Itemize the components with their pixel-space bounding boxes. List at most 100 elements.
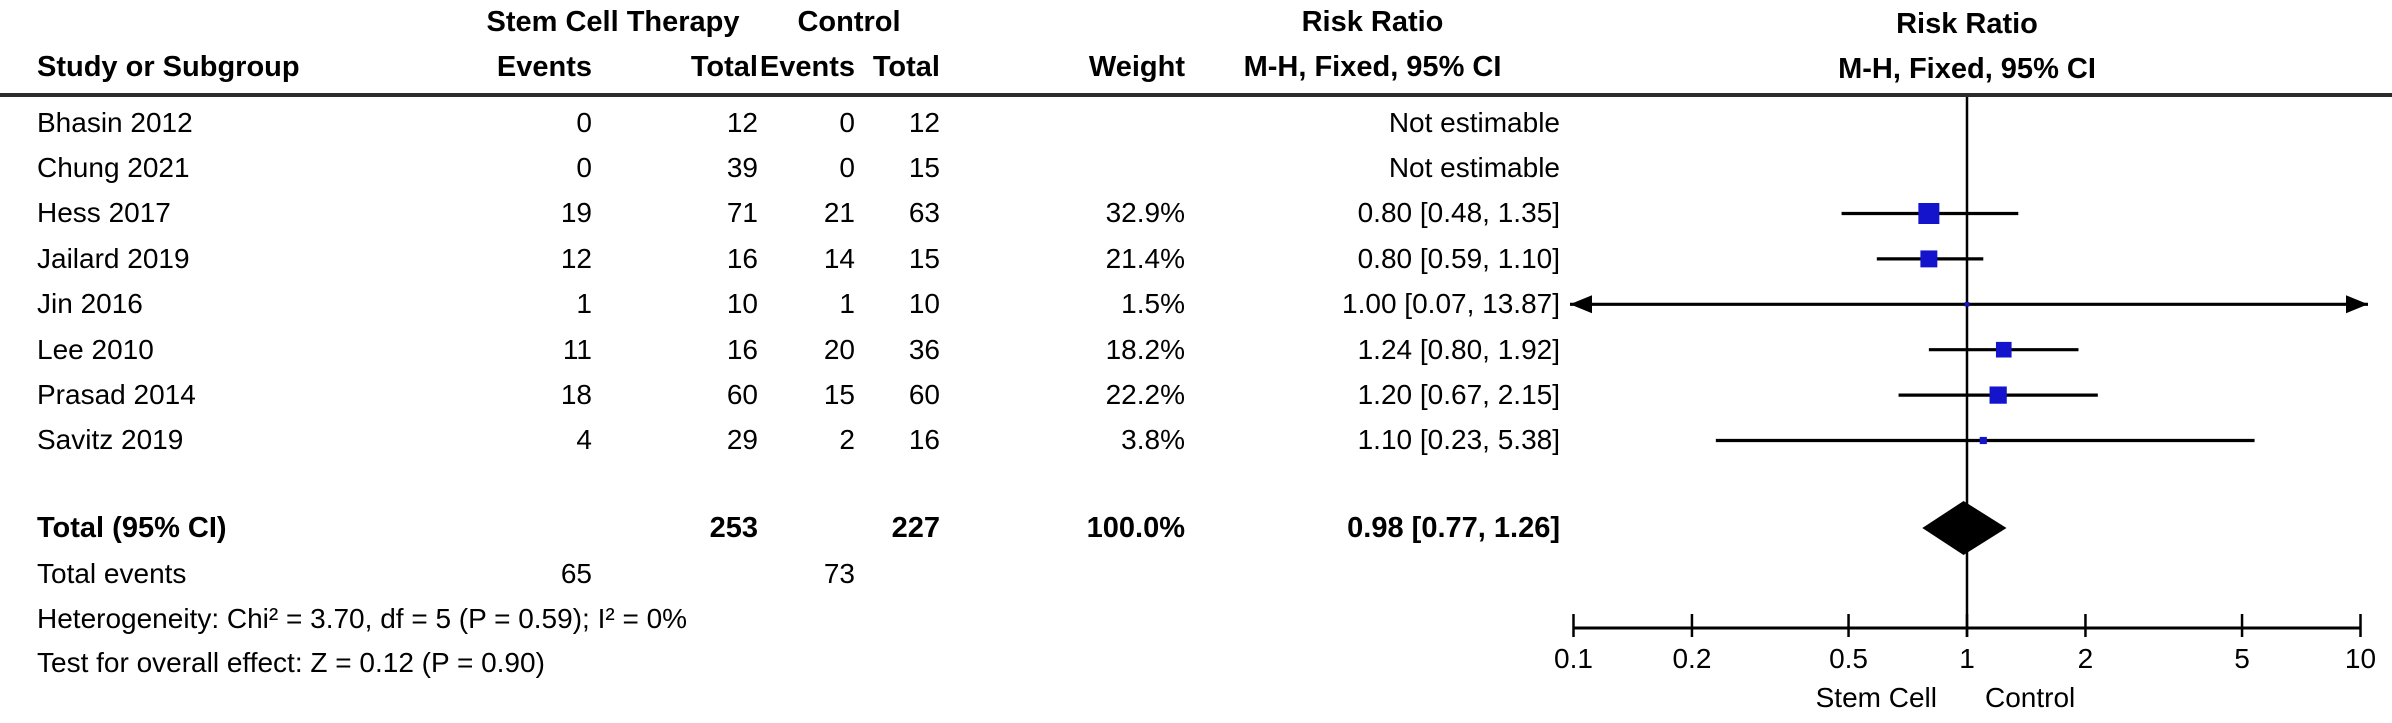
weight-cell xyxy=(940,145,1185,190)
exp-total-cell: 16 xyxy=(726,242,758,274)
ctrl-total-header: Total xyxy=(872,51,940,83)
study-name-cell: Hess 2017 xyxy=(37,197,171,229)
weight-column-header: Weight xyxy=(1088,51,1185,83)
exp-total-cell: 10 xyxy=(726,288,758,320)
method-ci-table-header: M-H, Fixed, 95% CI xyxy=(1243,51,1502,83)
ctrl-events-cell: 20 xyxy=(823,333,855,365)
ci-text-cell: 0.80 [0.59, 1.10] xyxy=(1357,242,1560,274)
ctrl-events-header: Events xyxy=(759,51,855,83)
study-row: Hess 2017 19 71 21 63 32.9% 0.80 [0.48, 1.35] xyxy=(0,191,1560,236)
exp-total-cell: 39 xyxy=(726,152,758,184)
axis-tick-label: 0.2 xyxy=(1672,643,1711,674)
favours-right-label: Control xyxy=(1985,682,2075,713)
weight-cell: 3.8% xyxy=(1121,424,1185,456)
right-arrow-head xyxy=(2346,295,2368,314)
empty-header-cell xyxy=(940,0,1185,45)
column-header-row: Study or Subgroup Events Total Events To… xyxy=(0,45,1560,90)
study-row: Savitz 2019 4 29 2 16 3.8% 1.10 [0.23, 5.38] xyxy=(0,418,1560,463)
experimental-group-header: Stem Cell Therapy xyxy=(486,6,740,38)
ci-text-cell: 1.20 [0.67, 2.15] xyxy=(1357,379,1560,411)
overall-effect-row: Test for overall effect: Z = 0.12 (P = 0… xyxy=(0,641,1560,685)
control-group-header: Control xyxy=(797,6,901,38)
effect-marker xyxy=(1979,436,1987,445)
ci-text-cell: 1.10 [0.23, 5.38] xyxy=(1357,424,1560,456)
study-row: Jailard 2019 12 16 14 15 21.4% 0.80 [0.59, 1.1… xyxy=(0,236,1560,281)
overall-effect-text: Test for overall effect: Z = 0.12 (P = 0… xyxy=(37,647,545,679)
plot-title: Risk Ratio xyxy=(1896,8,2038,40)
total-events-row: Total events 65 73 xyxy=(0,551,1560,597)
axis-tick-label: 0.5 xyxy=(1829,643,1868,674)
ctrl-events-cell: 2 xyxy=(839,424,855,456)
exp-total-cell: 12 xyxy=(726,106,758,138)
study-table: Stem Cell Therapy Control Risk Ratio Stu… xyxy=(0,0,1560,685)
ctrl-events-cell: 14 xyxy=(823,242,855,274)
exp-events-cell: 0 xyxy=(576,152,592,184)
weight-cell: 21.4% xyxy=(1105,242,1185,274)
exp-events-header: Events xyxy=(496,51,592,83)
exp-total-cell: 29 xyxy=(726,424,758,456)
effect-marker xyxy=(1920,250,1938,268)
exp-events-cell: 4 xyxy=(576,424,592,456)
exp-events-cell: 18 xyxy=(560,379,592,411)
heterogeneity-row: Heterogeneity: Chi² = 3.70, df = 5 (P = … xyxy=(0,597,1560,641)
study-row: Chung 2021 0 39 0 15 Not estimable xyxy=(0,145,1560,190)
effect-marker xyxy=(1989,386,2007,404)
total-events-label-cell: Total events xyxy=(37,558,187,590)
summary-table-body: Total (95% CI) 253 227 100.0% 0.98 [0.77… xyxy=(0,463,1560,685)
total-row: Total (95% CI) 253 227 100.0% 0.98 [0.77… xyxy=(0,505,1560,551)
study-row: Jin 2016 1 10 1 10 1.5% 1.00 [0.07, 13.87] xyxy=(0,282,1560,327)
total-events-ctrl-cell: 73 xyxy=(823,558,855,590)
ctrl-events-cell: 0 xyxy=(839,152,855,184)
weight-cell: 1.5% xyxy=(1121,288,1185,320)
weight-cell xyxy=(940,100,1185,145)
ci-text-cell: 0.80 [0.48, 1.35] xyxy=(1357,197,1560,229)
effect-marker xyxy=(1918,203,1940,224)
effect-marker xyxy=(1995,341,2012,358)
summary-diamond xyxy=(1922,501,2007,555)
ctrl-total-cell: 10 xyxy=(908,288,940,320)
study-name-cell: Chung 2021 xyxy=(37,152,190,184)
ctrl-events-cell: 1 xyxy=(839,288,855,320)
study-table-body: Bhasin 2012 0 12 0 12 Not estimable Chung 2021… xyxy=(0,100,1560,463)
total-exp-total-cell: 253 xyxy=(709,511,758,544)
group-header-row: Stem Cell Therapy Control Risk Ratio xyxy=(0,0,1560,45)
ci-text-cell: 1.00 [0.07, 13.87] xyxy=(1342,288,1560,320)
study-name-cell: Bhasin 2012 xyxy=(37,106,193,138)
exp-events-cell: 12 xyxy=(560,242,592,274)
total-ctrl-total-cell: 227 xyxy=(891,511,940,544)
ci-text-cell: 1.24 [0.80, 1.92] xyxy=(1357,333,1560,365)
total-exp-events-cell xyxy=(468,505,592,551)
ci-text-cell: Not estimable xyxy=(1388,106,1560,138)
exp-total-cell: 16 xyxy=(726,333,758,365)
study-name-cell: Lee 2010 xyxy=(37,333,154,365)
ctrl-total-cell: 16 xyxy=(908,424,940,456)
exp-total-cell: 60 xyxy=(726,379,758,411)
total-weight-cell: 100.0% xyxy=(1086,511,1185,544)
favours-left-label: Stem Cell xyxy=(1816,682,1937,713)
ci-text-cell: Not estimable xyxy=(1388,152,1560,184)
left-arrow-head xyxy=(1570,295,1592,314)
axis-tick-label: 0.1 xyxy=(1554,643,1593,674)
study-name-cell: Jin 2016 xyxy=(37,288,143,320)
study-name-cell: Savitz 2019 xyxy=(37,424,184,456)
header-divider xyxy=(0,93,2392,97)
axis-tick-label: 10 xyxy=(2345,643,2376,674)
exp-events-cell: 11 xyxy=(562,333,592,365)
total-events-exp-cell: 65 xyxy=(560,558,592,590)
ctrl-events-cell: 15 xyxy=(823,379,855,411)
ctrl-total-cell: 63 xyxy=(908,197,940,229)
ctrl-events-cell: 21 xyxy=(823,197,855,229)
plot-subtitle: M-H, Fixed, 95% CI xyxy=(1838,53,2096,85)
risk-ratio-table-header: Risk Ratio xyxy=(1301,6,1444,38)
heterogeneity-text: Heterogeneity: Chi² = 3.70, df = 5 (P = … xyxy=(37,603,688,635)
study-row: Bhasin 2012 0 12 0 12 Not estimable xyxy=(0,100,1560,145)
study-row: Prasad 2014 18 60 15 60 22.2% 1.20 [0.67, 2.15… xyxy=(0,372,1560,417)
ctrl-total-cell: 15 xyxy=(908,242,940,274)
forest-plot-svg: Risk Ratio M-H, Fixed, 95% CI 0.1 0.2 0.5 1 2 5… xyxy=(1554,8,2376,713)
study-column-header: Study or Subgroup xyxy=(37,51,300,83)
weight-cell: 18.2% xyxy=(1105,333,1185,365)
exp-events-cell: 0 xyxy=(576,106,592,138)
gap-row xyxy=(0,463,1560,505)
empty-header-cell xyxy=(0,0,468,45)
